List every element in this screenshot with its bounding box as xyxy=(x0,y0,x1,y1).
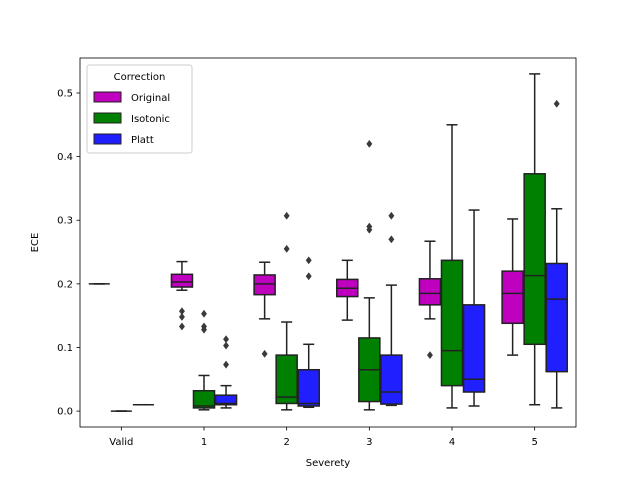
outlier-point xyxy=(261,349,268,358)
outlier-point xyxy=(366,139,373,148)
outlier-point xyxy=(366,225,373,234)
box-body xyxy=(253,274,276,296)
box-isotonic-4 xyxy=(440,124,464,409)
y-axis-label: ECE xyxy=(30,233,41,253)
legend-swatch-original xyxy=(93,91,122,103)
outlier-point xyxy=(426,351,433,360)
plot-layer xyxy=(88,73,568,412)
outlier-point xyxy=(553,99,560,108)
box-isotonic-1 xyxy=(192,309,216,411)
box-body xyxy=(545,262,568,373)
box-body xyxy=(170,273,194,288)
box-original-5 xyxy=(501,218,524,356)
outlier-point xyxy=(388,211,395,220)
x-tick-label: 4 xyxy=(449,437,455,448)
y-tick-label: 0.5 xyxy=(57,88,73,99)
legend-frame xyxy=(86,64,193,154)
box-platt-5 xyxy=(545,99,568,409)
box-isotonic-2 xyxy=(275,211,298,411)
box-original-3 xyxy=(336,259,359,321)
box-body xyxy=(214,394,238,406)
box-body xyxy=(418,278,442,306)
box-original-4 xyxy=(418,240,442,360)
outlier-point xyxy=(200,309,208,318)
box-platt-1 xyxy=(214,335,238,409)
legend-swatch-isotonic xyxy=(93,112,122,124)
y-tick-label: 0.2 xyxy=(57,279,73,290)
y-tick-label: 0.1 xyxy=(57,343,73,354)
box-platt-3 xyxy=(380,211,403,407)
outlier-point xyxy=(283,211,290,220)
x-tick-label: Valid xyxy=(109,437,133,448)
outlier-point xyxy=(283,244,290,253)
box-body xyxy=(523,173,546,346)
legend-swatch-platt xyxy=(93,133,122,145)
box-body xyxy=(462,304,486,393)
y-tick-label: 0.0 xyxy=(57,407,73,418)
box-body xyxy=(501,270,524,325)
axes-layer: 0.0 0.1 0.2 0.3 0.4 0.5 Valid 1 2 3 4 5 xyxy=(57,88,538,448)
legend-title: Correction xyxy=(114,72,166,83)
box-body xyxy=(192,389,216,409)
outlier-point xyxy=(388,235,395,244)
box-platt-2 xyxy=(297,256,320,409)
x-tick-label: 3 xyxy=(366,437,372,448)
outlier-point xyxy=(223,341,230,350)
box-body xyxy=(380,354,403,405)
x-tick-label: 2 xyxy=(283,437,289,448)
legend-entry-original: Original xyxy=(131,93,170,104)
box-original-1 xyxy=(170,260,194,331)
y-tick-label: 0.3 xyxy=(57,216,73,227)
box-platt-4 xyxy=(462,209,486,407)
outlier-point xyxy=(178,322,185,331)
box-isotonic-5 xyxy=(523,73,546,406)
plot-frame xyxy=(79,57,577,428)
outlier-point xyxy=(223,360,230,369)
outlier-point xyxy=(178,312,185,321)
x-tick-label: 5 xyxy=(531,437,537,448)
box-isotonic-3 xyxy=(358,139,381,411)
outlier-point xyxy=(200,325,208,334)
legend: Correction Original Isotonic Platt xyxy=(86,64,193,154)
box-body xyxy=(297,368,320,407)
x-axis-label: Severety xyxy=(306,458,351,469)
outlier-point xyxy=(305,256,312,265)
outlier-point xyxy=(305,272,312,281)
legend-entry-platt: Platt xyxy=(131,135,154,146)
box-body xyxy=(440,259,464,387)
y-tick-label: 0.4 xyxy=(57,152,73,163)
box-body xyxy=(275,354,298,405)
legend-entry-isotonic: Isotonic xyxy=(131,114,170,125)
x-tick-label: 1 xyxy=(201,437,207,448)
box-original-2 xyxy=(253,261,276,358)
